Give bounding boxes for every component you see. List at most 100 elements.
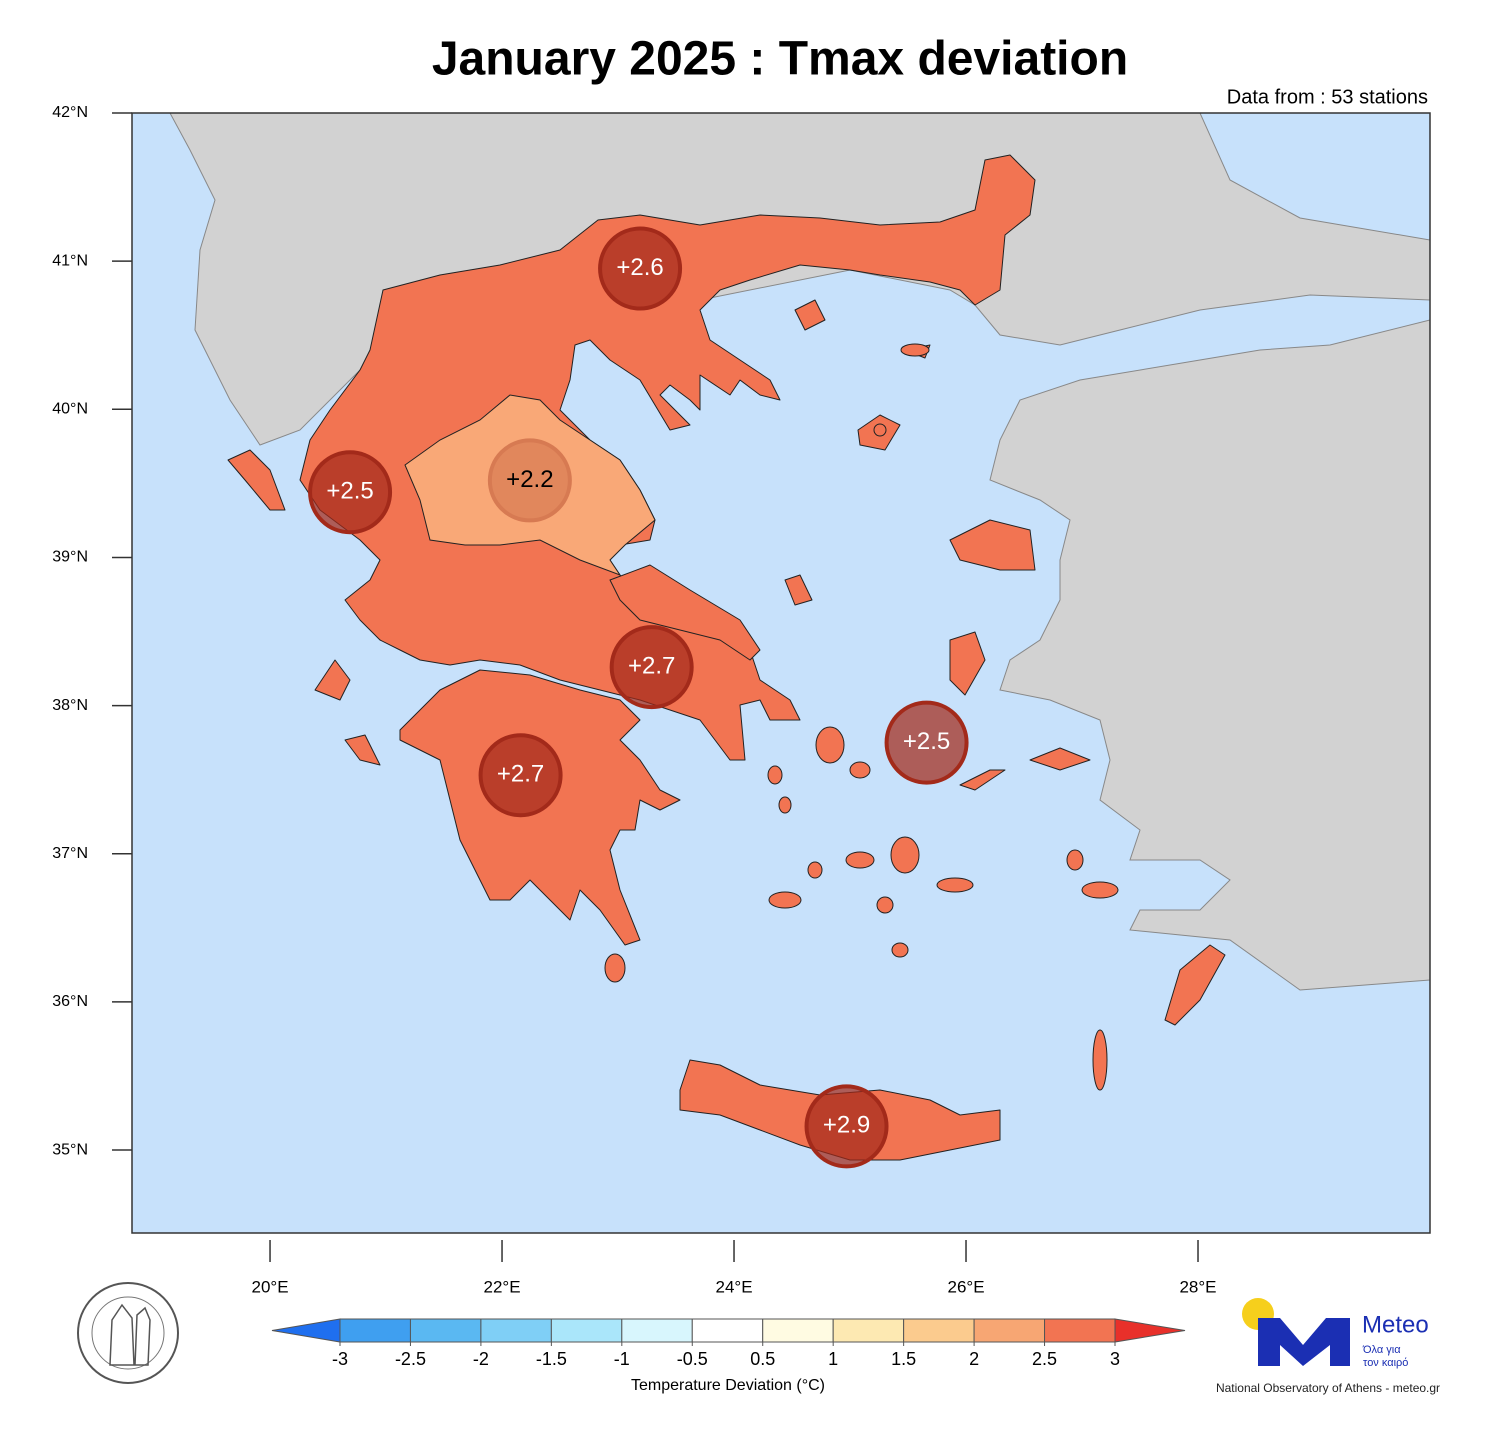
- rhodes: [1164, 944, 1226, 1026]
- station-label: +2.5: [326, 478, 373, 505]
- y-tick-label: 41°N: [52, 252, 88, 269]
- colorbar-tick-label: -1.5: [536, 1349, 567, 1369]
- colorbar: -3 -2.5 -2 -1.5 -1 -0.5 0.5 1 1.5 2 2.5 3: [271, 1318, 1186, 1369]
- station-label: +2.7: [497, 761, 544, 788]
- island: [1066, 849, 1084, 871]
- colorbar-extend-high: [1114, 1318, 1186, 1343]
- x-tick-label: 20°E: [252, 1277, 289, 1296]
- stations: +2.6 +2.5 +2.2 +2.7 +2.7 +2.5 +2.9: [308, 226, 969, 1169]
- colorbar-box: [832, 1318, 905, 1343]
- island: [807, 861, 823, 879]
- station-marker: [308, 450, 393, 535]
- station-label: +2.6: [616, 254, 663, 281]
- island: [849, 761, 871, 779]
- island: [778, 796, 792, 814]
- balkans: [169, 113, 1430, 446]
- colorbar-box: [480, 1318, 552, 1343]
- logo-tagline: τον καιρό: [1363, 1357, 1408, 1369]
- colorbar-box: [621, 1318, 693, 1343]
- colorbar-tick-label: 1: [828, 1349, 838, 1369]
- kefalonia: [314, 659, 351, 701]
- colorbar-tick-label: 2: [969, 1349, 979, 1369]
- zakynthos: [344, 734, 381, 766]
- colorbar-tick-label: 3: [1110, 1349, 1120, 1369]
- island: [890, 836, 920, 874]
- station-marker: [609, 625, 694, 710]
- y-tick-label: 36°N: [52, 993, 88, 1010]
- y-tick-label: 35°N: [52, 1141, 88, 1158]
- colorbar-box: [1044, 1318, 1116, 1343]
- euboea: [609, 564, 761, 661]
- island: [900, 343, 930, 357]
- station-label: +2.9: [823, 1112, 870, 1139]
- colorbar-box: [762, 1318, 834, 1343]
- colorbar-tick-label: 1.5: [891, 1349, 916, 1369]
- x-tick-label: 24°E: [715, 1277, 752, 1296]
- island: [891, 942, 909, 958]
- meteo-logo: Meteo Όλα για τον καιρό National Observa…: [1216, 1298, 1440, 1395]
- station-marker: [884, 700, 969, 785]
- island: [1081, 881, 1119, 899]
- colorbar-label: Temperature Deviation (°C): [631, 1377, 825, 1394]
- y-tick-label: 42°N: [52, 104, 88, 121]
- corfu: [227, 449, 286, 511]
- y-tick-label: 40°N: [52, 401, 88, 418]
- colorbar-extend-low: [271, 1318, 341, 1343]
- colorbar-box: [409, 1318, 482, 1343]
- island: [815, 726, 845, 764]
- colorbar-tick-label: -1: [614, 1349, 630, 1369]
- island: [936, 877, 974, 893]
- colorbar-tick-label: -2.5: [395, 1349, 426, 1369]
- thasos: [794, 299, 826, 331]
- colorbar-tick-label: 2.5: [1032, 1349, 1057, 1369]
- island: [876, 896, 894, 914]
- island: [768, 891, 802, 909]
- colorbar-box: [691, 1318, 764, 1343]
- y-tick-label: 37°N: [52, 845, 88, 862]
- x-tick-label: 28°E: [1179, 1277, 1216, 1296]
- noa-seal: [77, 1282, 179, 1384]
- colorbar-tick-label: -2: [473, 1349, 489, 1369]
- island: [767, 765, 783, 785]
- station-label: +2.2: [506, 466, 553, 493]
- chart-title: January 2025 : Tmax deviation: [432, 33, 1128, 86]
- map-frame: [131, 112, 1431, 1234]
- colorbar-tick-label: 0.5: [750, 1349, 775, 1369]
- x-tick-label: 26°E: [947, 1277, 984, 1296]
- chios: [949, 631, 986, 696]
- ikaria: [959, 769, 1006, 791]
- station-marker: [598, 226, 683, 311]
- lesvos: [949, 519, 1036, 571]
- station-marker: [478, 733, 563, 818]
- station-label: +2.7: [628, 652, 675, 679]
- island: [1092, 1029, 1108, 1091]
- chart-subtitle: Data from : 53 stations: [1227, 86, 1428, 108]
- logo-credit: National Observatory of Athens - meteo.g…: [1216, 1381, 1440, 1395]
- cyclades: [604, 343, 1119, 1091]
- mainland: [299, 154, 1036, 761]
- x-tick-label: 22°E: [484, 1277, 521, 1296]
- logo-name: Meteo: [1362, 1311, 1429, 1338]
- colorbar-box: [339, 1318, 411, 1343]
- colorbar-box: [550, 1318, 623, 1343]
- logo-tagline: Όλα για: [1362, 1344, 1401, 1356]
- samos: [1029, 747, 1091, 771]
- colorbar-tick-label: -3: [332, 1349, 348, 1369]
- colorbar-box: [973, 1318, 1046, 1343]
- y-tick-label: 38°N: [52, 697, 88, 714]
- island: [873, 423, 887, 437]
- colorbar-box: [903, 1318, 975, 1343]
- station-label: +2.5: [903, 728, 950, 755]
- island: [845, 851, 875, 869]
- colorbar-tick-label: -0.5: [677, 1349, 708, 1369]
- anatolia: [989, 319, 1430, 991]
- axes: 35°N 36°N 37°N 38°N 39°N 40°N 41°N 42°N 20°E 22°E…: [52, 104, 1216, 1296]
- y-tick-label: 39°N: [52, 549, 88, 566]
- island: [604, 953, 626, 983]
- skyros: [784, 574, 813, 606]
- station-marker: [804, 1084, 889, 1169]
- station-marker: [487, 438, 572, 523]
